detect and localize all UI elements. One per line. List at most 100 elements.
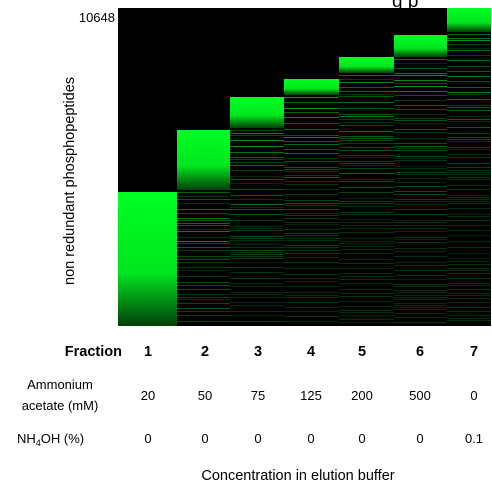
fraction-3-trace-line (230, 267, 284, 268)
fraction-7-trace-line (447, 203, 491, 204)
fraction-4-main-band (284, 79, 339, 95)
fraction-7-trace-line (447, 261, 491, 262)
fraction-3-trace-line (230, 209, 284, 210)
fraction-3-trace-line (230, 220, 284, 221)
fraction-7-trace-line (447, 235, 491, 236)
fraction-6-trace-line (394, 307, 447, 308)
fraction-5-trace-line (339, 225, 394, 226)
fraction-7-trace-line (447, 177, 491, 178)
fraction-4-trace-line (284, 144, 339, 145)
fraction-4-trace-line (284, 184, 339, 185)
fraction-4-trace-line (284, 262, 339, 263)
fraction-2-trace-line (177, 203, 230, 204)
fraction-6-trace-line (394, 237, 447, 238)
fraction-5-trace-line (339, 114, 394, 115)
fraction-6-trace-line (394, 109, 447, 110)
fraction-7-trace-line (447, 253, 491, 254)
fraction-6-trace-line (394, 256, 447, 257)
fraction-7-trace-line (447, 110, 491, 111)
ammonium-1: 20 (141, 388, 155, 403)
fraction-5-trace-line (339, 301, 394, 302)
fraction-3-trace-line (230, 292, 284, 293)
fraction-5-trace-line (339, 125, 394, 126)
fraction-7-trace-line (447, 167, 491, 168)
fraction-7-trace-line (447, 283, 491, 284)
fraction-4-trace-line (284, 129, 339, 130)
ammonium-label-line2: acetate (mM) (22, 398, 99, 413)
fraction-5-trace-line (339, 322, 394, 323)
fraction-7-trace-line (447, 320, 491, 321)
fraction-7-trace-line (447, 34, 491, 35)
fraction-3-trace-line (230, 250, 284, 251)
fraction-3-trace-line (230, 207, 284, 208)
fraction-2-trace-line (177, 196, 230, 197)
fraction-4-trace-line (284, 149, 339, 150)
fraction-6-trace-line (394, 100, 447, 101)
fraction-3-trace-line (230, 283, 284, 284)
fraction-5-trace-line (339, 273, 394, 274)
fraction-7-trace-line (447, 87, 491, 88)
fraction-6-trace-line (394, 295, 447, 296)
fraction-4-trace-line (284, 189, 339, 190)
fraction-4-trace-line (284, 123, 339, 124)
ammonium-6: 500 (409, 388, 431, 403)
fraction-3-trace-line (230, 165, 284, 166)
fraction-3-trace-line (230, 199, 284, 200)
fraction-3-trace-line (230, 159, 284, 160)
fraction-6-trace-line (394, 262, 447, 263)
fraction-3-trace-line (230, 176, 284, 177)
fraction-7-trace-line (447, 185, 491, 186)
fraction-7-trace-line (447, 94, 491, 95)
fraction-7-trace-line (447, 44, 491, 45)
fraction-6-trace-line (394, 172, 447, 173)
fraction-5-trace-line (339, 116, 394, 117)
fraction-7-trace-line (447, 133, 491, 134)
fraction-4-trace-line (284, 169, 339, 170)
fraction-1: 1 (144, 344, 152, 360)
fraction-7-main-band (447, 8, 491, 32)
fraction-7-trace-line (447, 55, 491, 56)
fraction-3-trace-line (230, 133, 284, 134)
fraction-2-trace-line (177, 192, 230, 193)
fraction-6-trace-line (394, 225, 447, 226)
fraction-7-trace-line (447, 199, 491, 200)
fraction-6-trace-line (394, 292, 447, 293)
fraction-4-trace-line (284, 311, 339, 312)
fraction-7-trace-line (447, 230, 491, 231)
fraction-3-trace-line (230, 170, 284, 171)
fraction-3-trace-line (230, 302, 284, 303)
fraction-2-trace-line (177, 199, 230, 200)
fraction-5-trace-line (339, 293, 394, 294)
fraction-3-trace-line (230, 252, 284, 253)
fraction-7-trace-line (447, 48, 491, 49)
fraction-5-trace-line (339, 75, 394, 76)
fraction-5-trace-line (339, 91, 394, 92)
fraction-6-trace-line (394, 275, 447, 276)
fraction-6-trace-line (394, 222, 447, 223)
fraction-3-trace-line (230, 236, 284, 237)
fraction-4-trace-line (284, 141, 339, 142)
fraction-7-trace-line (447, 99, 491, 100)
fraction-5-trace-line (339, 198, 394, 199)
fraction-5-trace-line (339, 201, 394, 202)
fraction-7-trace-line (447, 220, 491, 221)
fraction-7-trace-line (447, 121, 491, 122)
fraction-2-trace-line (177, 297, 230, 298)
fraction-6-trace-line (394, 284, 447, 285)
fraction-4-trace-line (284, 281, 339, 282)
fraction-4-trace-line (284, 97, 339, 98)
ammonium-4: 125 (300, 388, 322, 403)
fraction-2-trace-line (177, 262, 230, 263)
fraction-2-trace-line (177, 285, 230, 286)
fraction-5-trace-line (339, 310, 394, 311)
fraction-6-trace-line (394, 156, 447, 157)
fraction-2-trace-line (177, 311, 230, 312)
fraction-7-trace-line (447, 107, 491, 108)
fraction-3-trace-line (230, 230, 284, 231)
fraction-3-trace-line (230, 315, 284, 316)
fraction-5-trace-line (339, 96, 394, 97)
fraction-6-trace-line (394, 148, 447, 149)
fraction-3-trace-line (230, 162, 284, 163)
fraction-6-trace-line (394, 143, 447, 144)
